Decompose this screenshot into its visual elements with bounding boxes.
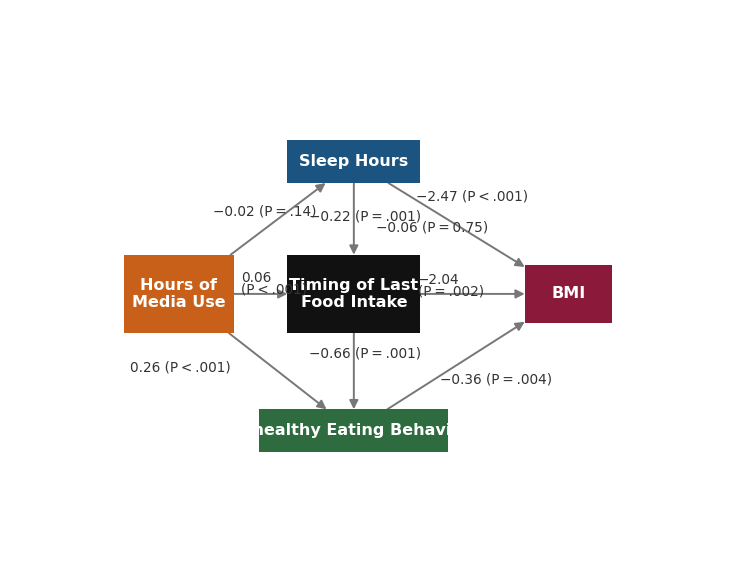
Text: (P = .002): (P = .002): [418, 285, 484, 299]
Text: −0.22 (P = .001): −0.22 (P = .001): [308, 210, 421, 224]
Text: Timing of Last
Food Intake: Timing of Last Food Intake: [289, 278, 418, 310]
Text: −0.66 (P = .001): −0.66 (P = .001): [308, 346, 421, 360]
Text: Unhealthy Eating Behaviors: Unhealthy Eating Behaviors: [228, 423, 480, 438]
Text: 0.06: 0.06: [241, 271, 271, 285]
Text: −0.36 (P = .004): −0.36 (P = .004): [440, 373, 553, 387]
FancyBboxPatch shape: [260, 409, 448, 452]
Text: Sleep Hours: Sleep Hours: [299, 154, 408, 169]
FancyBboxPatch shape: [287, 255, 420, 333]
FancyBboxPatch shape: [525, 265, 612, 323]
Text: −2.04: −2.04: [418, 274, 459, 288]
Text: (P < .001): (P < .001): [241, 282, 307, 296]
FancyBboxPatch shape: [287, 140, 420, 183]
FancyBboxPatch shape: [124, 255, 234, 333]
Text: BMI: BMI: [551, 286, 585, 301]
Text: −0.02 (P = .14): −0.02 (P = .14): [213, 204, 316, 218]
Text: −0.06 (P = 0.75): −0.06 (P = 0.75): [376, 221, 488, 235]
Text: Hours of
Media Use: Hours of Media Use: [132, 278, 225, 310]
Text: 0.26 (P < .001): 0.26 (P < .001): [130, 361, 230, 375]
Text: −2.47 (P < .001): −2.47 (P < .001): [416, 189, 528, 203]
